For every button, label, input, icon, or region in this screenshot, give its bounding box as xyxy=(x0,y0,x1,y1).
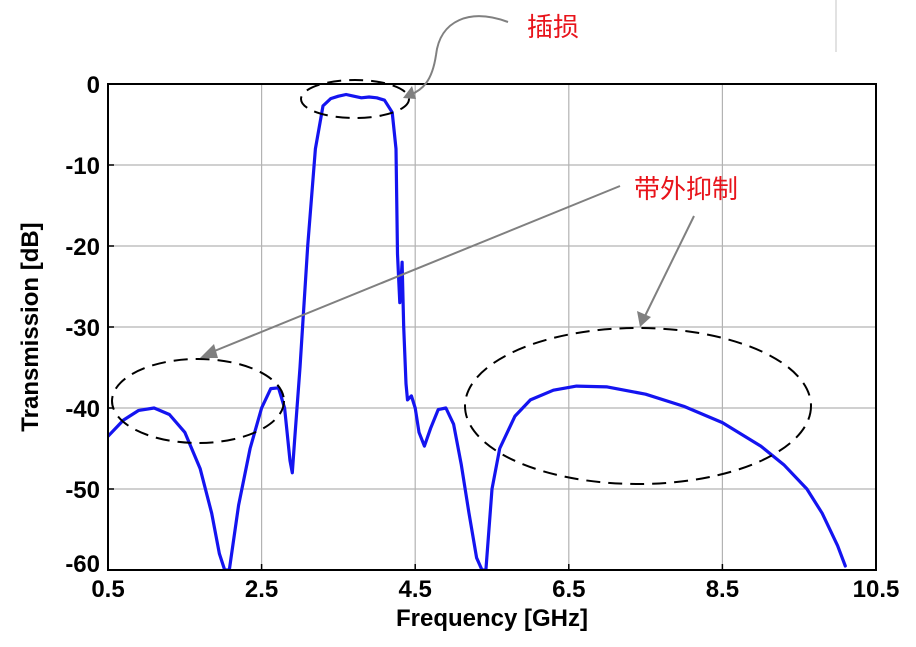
rejection-ellipse-right xyxy=(464,327,812,485)
insertion-loss-arrow-head xyxy=(403,86,416,99)
y-tick-label: -60 xyxy=(65,551,100,578)
x-tick-label: 0.5 xyxy=(91,576,124,603)
rejection-label: 带外抑制 xyxy=(634,175,738,205)
rejection-arrow-left-line xyxy=(211,185,621,353)
tick-labels: 0.5 2.5 4.5 6.5 8.5 10.5 0 -10 -20 -30 -40 -50 -60 xyxy=(65,72,899,603)
annotation-out-of-band-rejection: 带外抑制 xyxy=(111,175,812,485)
insertion-loss-label: 插损 xyxy=(527,13,579,43)
rejection-arrow-left-head xyxy=(200,344,218,358)
y-tick-label: -30 xyxy=(65,315,100,342)
series-line xyxy=(108,92,847,570)
annotation-insertion-loss: 插损 xyxy=(300,13,579,119)
x-tick-label: 6.5 xyxy=(552,576,585,603)
x-tick-label: 2.5 xyxy=(245,576,278,603)
rejection-ellipse-left xyxy=(111,358,285,444)
y-tick-label: 0 xyxy=(87,72,100,99)
series-layer xyxy=(108,92,847,570)
y-axis-title: Transmission [dB] xyxy=(17,222,44,431)
y-tick-label: -50 xyxy=(65,477,100,504)
y-tick-label: -20 xyxy=(65,234,100,261)
x-tick-label: 10.5 xyxy=(853,576,900,603)
x-tick-label: 8.5 xyxy=(706,576,739,603)
x-tick-label: 4.5 xyxy=(399,576,432,603)
y-tick-label: -10 xyxy=(65,153,100,180)
insertion-loss-ellipse xyxy=(300,79,410,119)
y-tick-label: -40 xyxy=(65,396,100,423)
rejection-arrow-right-line xyxy=(644,215,695,317)
rejection-arrow-right-head xyxy=(637,311,651,327)
x-axis-title: Frequency [GHz] xyxy=(396,605,588,632)
insertion-loss-arrow-line xyxy=(409,15,509,96)
